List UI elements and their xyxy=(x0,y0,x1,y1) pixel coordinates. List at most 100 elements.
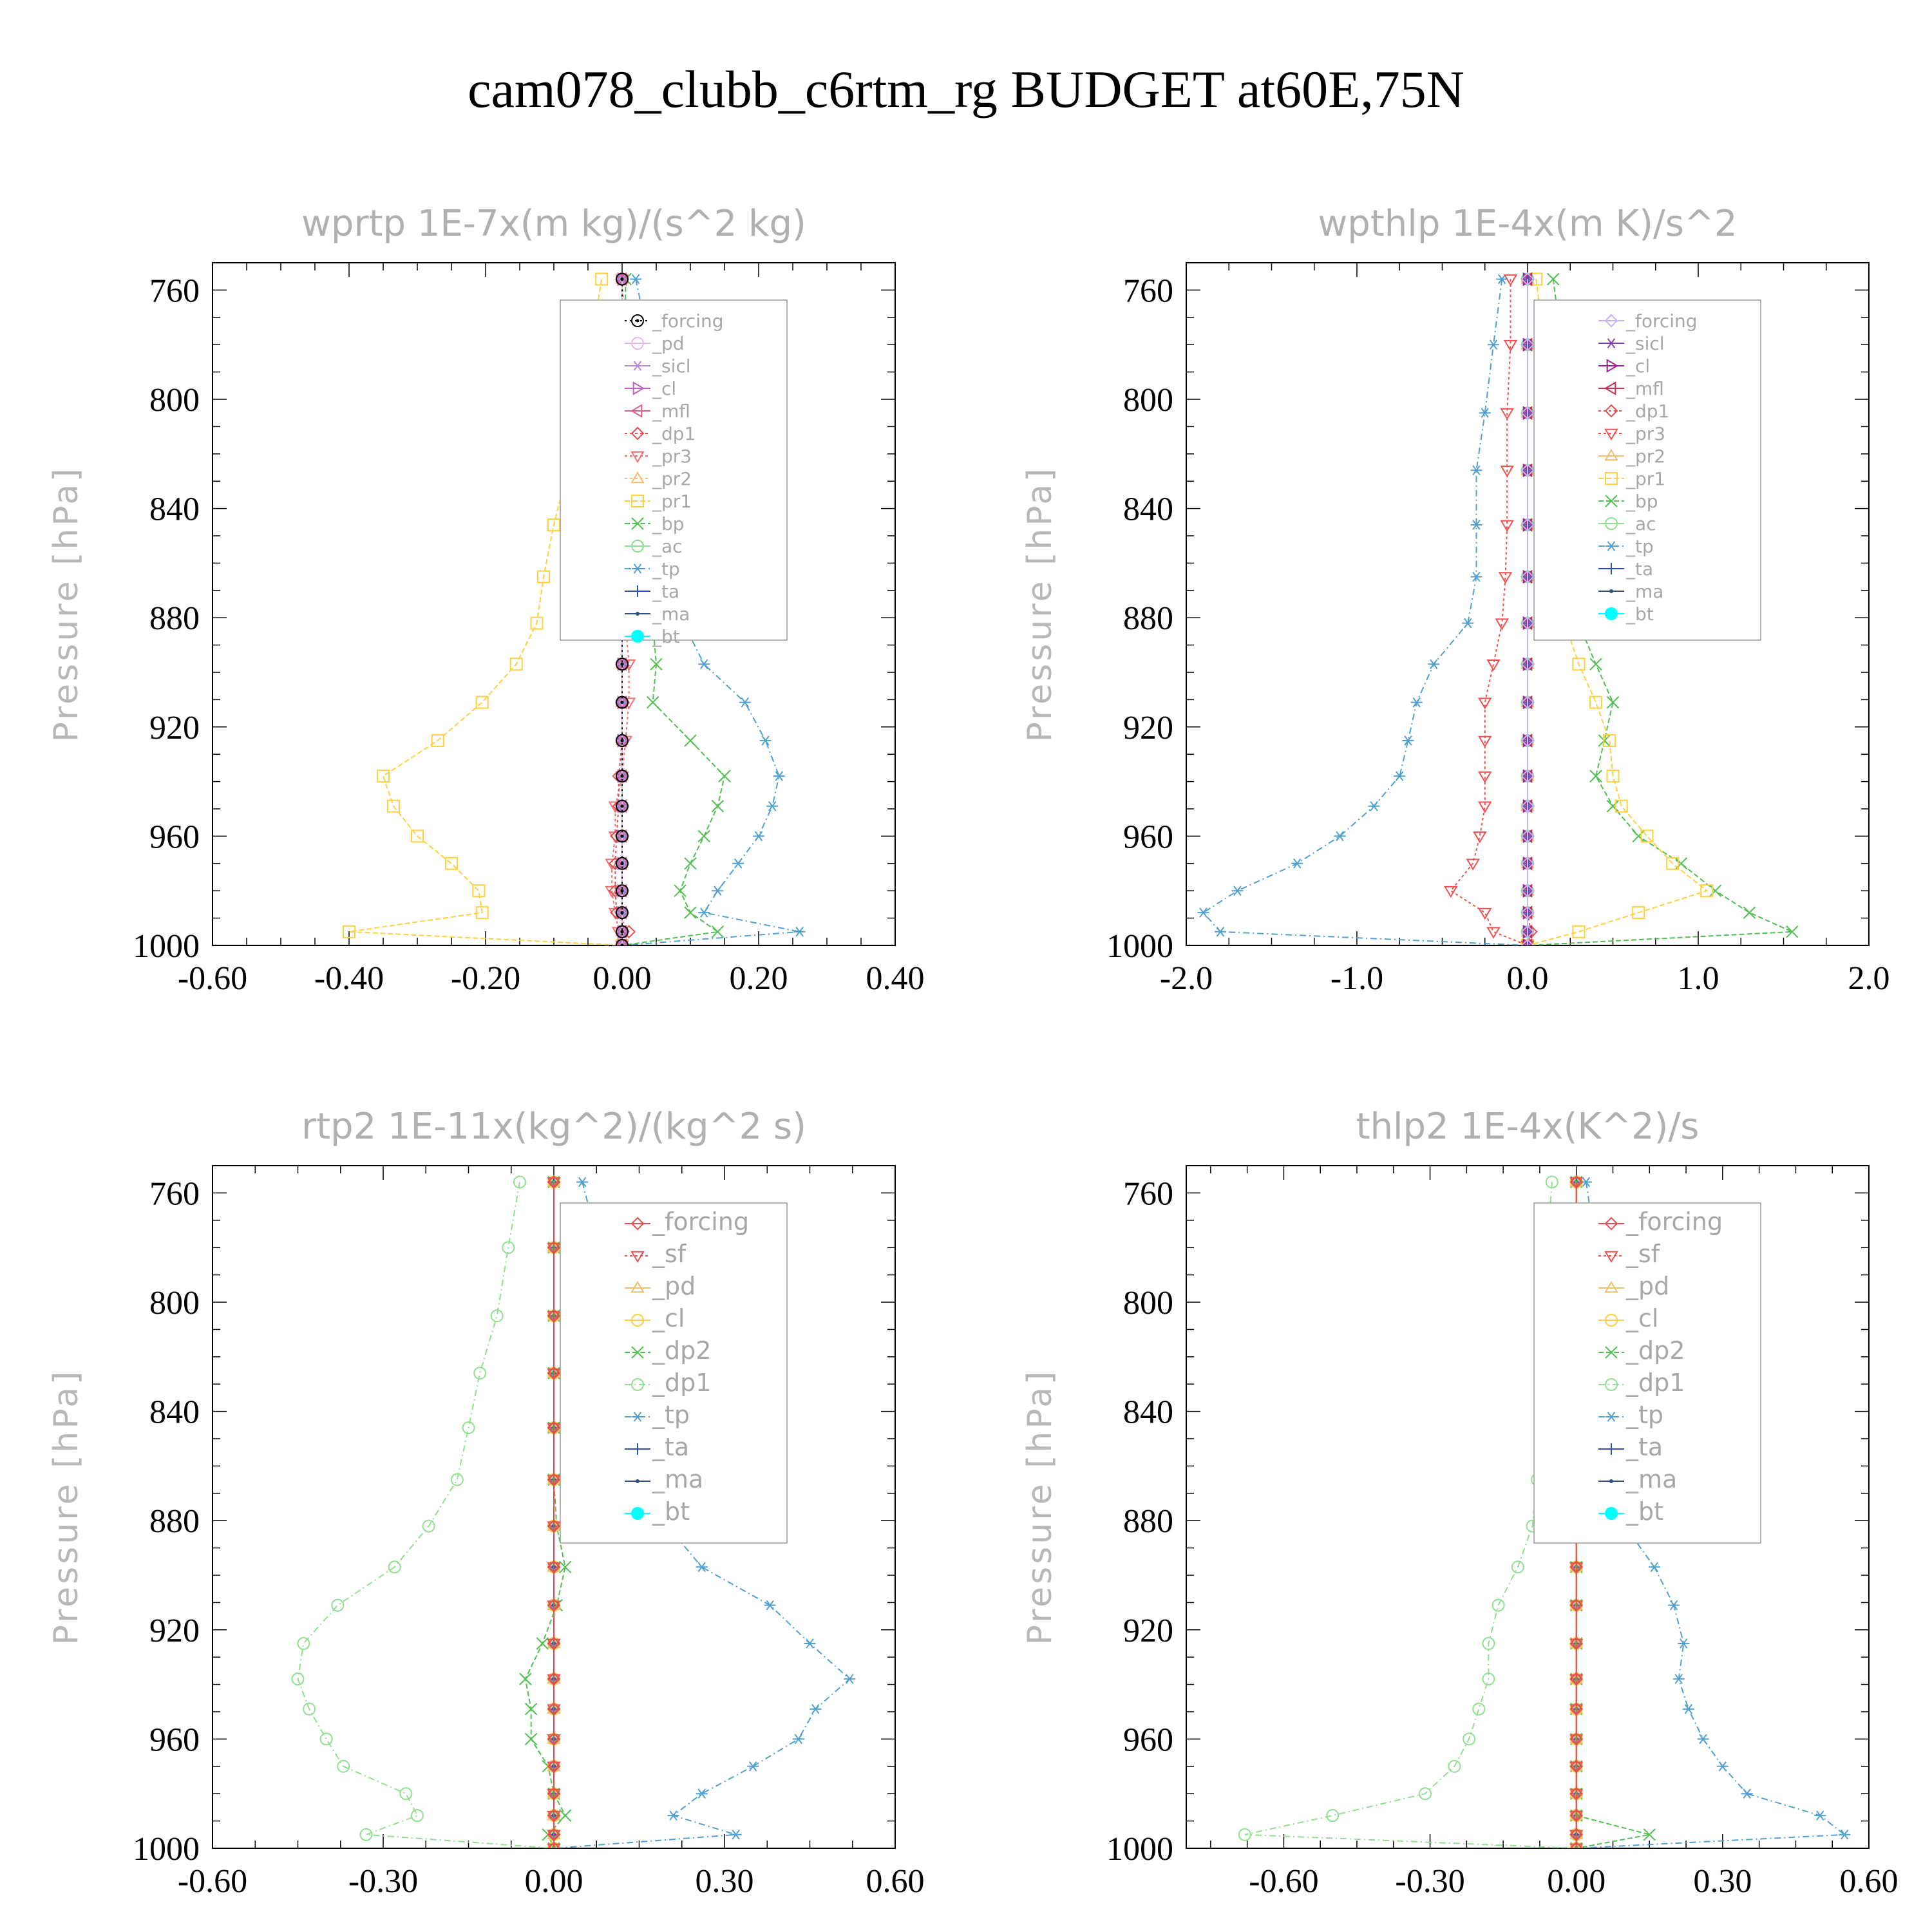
legend-marker xyxy=(1605,495,1618,507)
data-point-dp1 xyxy=(1463,1732,1476,1746)
data-point-dp1 xyxy=(359,1828,373,1841)
data-point-pr1 xyxy=(1615,799,1628,813)
x-tick-label: 0.40 xyxy=(866,960,925,997)
legend-entry-bp: _bp xyxy=(1598,491,1658,512)
data-point-dp1 xyxy=(331,1598,345,1612)
data-point-forcing xyxy=(547,1519,561,1533)
data-point-dp1 xyxy=(291,1672,305,1686)
data-point-tp xyxy=(804,1638,816,1649)
data-point-pr1 xyxy=(530,616,544,630)
data-point-forcing xyxy=(1520,857,1535,871)
data-point-forcing xyxy=(1520,799,1535,813)
data-point-pr3 xyxy=(1500,408,1514,421)
data-point-dp1 xyxy=(462,1421,475,1435)
legend-marker xyxy=(631,314,644,327)
y-tick-label: 1000 xyxy=(1106,1831,1173,1868)
series-forcing xyxy=(547,1175,561,1848)
x-tick-label: 0.20 xyxy=(730,960,788,997)
legend-marker xyxy=(631,540,644,553)
data-point-dp1 xyxy=(1238,1828,1251,1841)
data-point-dp1 xyxy=(319,1732,333,1746)
data-point-forcing xyxy=(1520,657,1535,671)
legend-label: _bt xyxy=(1625,603,1654,625)
x-tick-label: -0.60 xyxy=(1249,1863,1318,1900)
legend-label: _pr3 xyxy=(652,446,692,467)
data-point-tp xyxy=(792,1734,804,1745)
series-cl xyxy=(1522,272,1535,945)
series-line-bp xyxy=(1527,279,1793,945)
chart-panel-2: wpthlp 1E-4x(m K)/s^2 Pressure [hPa] 760 80… xyxy=(1021,203,1890,997)
data-point-forcing xyxy=(1569,1786,1584,1801)
legend-entry-mfl: _mfl xyxy=(1598,378,1664,399)
data-point-dp1 xyxy=(399,1787,413,1801)
data-point-forcing xyxy=(547,1240,561,1255)
data-point-pr3 xyxy=(1478,697,1492,710)
data-point-pr3 xyxy=(1503,274,1518,287)
panel-title: wpthlp 1E-4x(m K)/s^2 xyxy=(1318,203,1737,245)
data-point-pr1 xyxy=(509,658,523,671)
data-point-forcing xyxy=(547,1309,561,1323)
data-point-tp xyxy=(1682,1703,1694,1714)
data-point-forcing-center xyxy=(620,834,624,838)
y-tick-label: 920 xyxy=(149,1613,200,1649)
series-tp xyxy=(1197,274,1533,945)
legend-label: _sicl xyxy=(652,355,691,377)
data-point-pr1 xyxy=(1603,734,1616,747)
data-point-bp xyxy=(684,857,697,870)
y-axis-label: Pressure [hPa] xyxy=(1021,466,1059,743)
series-line-dp1 xyxy=(1244,1182,1577,1848)
y-tick-label: 800 xyxy=(1123,1285,1173,1321)
data-point-pr1 xyxy=(1572,925,1586,938)
data-point-bp xyxy=(650,658,663,670)
data-point-pr1 xyxy=(1632,906,1645,920)
data-point-pr1 xyxy=(411,829,424,843)
data-point-pr3 xyxy=(1500,465,1514,478)
legend-entry-ma: _ma xyxy=(625,1465,703,1493)
data-point-forcing xyxy=(1569,1808,1584,1823)
legend-label: _ma xyxy=(652,603,690,625)
legend-label: _sf xyxy=(1625,1240,1661,1268)
legend-box xyxy=(560,299,788,641)
data-point-pr3 xyxy=(1466,858,1480,871)
data-point-forcing-center xyxy=(620,739,624,743)
data-point-tp xyxy=(1231,886,1244,896)
x-tick-label: 0.60 xyxy=(866,1863,925,1900)
data-point-tp xyxy=(667,1810,679,1821)
data-point-forcing xyxy=(1520,570,1535,584)
data-point-pr3 xyxy=(1498,572,1513,584)
legend-marker xyxy=(1605,1507,1618,1520)
data-point-bp xyxy=(1632,829,1645,843)
data-point-forcing xyxy=(1520,406,1535,420)
y-axis-label: Pressure [hPa] xyxy=(47,466,86,743)
y-tick-label: 760 xyxy=(1123,1175,1173,1212)
legend-entry-ta: _ta xyxy=(625,1433,689,1461)
legend-label: _mfl xyxy=(1625,378,1664,399)
series-mfl xyxy=(1520,272,1533,945)
data-point-dp1 xyxy=(388,1560,401,1574)
legend-entry-ma: _ma xyxy=(1598,581,1663,602)
data-point-tp xyxy=(753,831,764,842)
legend-entry-dp1: _dp1 xyxy=(1598,401,1669,422)
data-point-pr2 xyxy=(618,938,627,945)
legend-marker xyxy=(632,381,645,395)
data-point-pr1 xyxy=(475,696,489,709)
legend-entry-dp2: _dp2 xyxy=(1598,1336,1685,1365)
data-point-tp xyxy=(766,800,779,811)
data-point-dp1 xyxy=(1448,1759,1461,1773)
data-point-forcing xyxy=(1520,337,1535,352)
y-tick-label: 880 xyxy=(1123,600,1173,637)
data-point-dp2 xyxy=(558,1560,572,1573)
legend-marker xyxy=(631,1314,644,1327)
legend-marker xyxy=(1605,1378,1618,1391)
data-point-dp1 xyxy=(297,1637,310,1650)
legend-entry-pr2: _pr2 xyxy=(625,468,692,489)
data-point-forcing-center xyxy=(620,911,624,914)
legend-marker xyxy=(631,1346,644,1359)
data-point-dp2 xyxy=(524,1703,538,1716)
data-point-tp xyxy=(1716,1761,1728,1772)
y-tick-label: 920 xyxy=(1123,1613,1173,1649)
data-point-tp xyxy=(1470,571,1482,582)
data-point-forcing xyxy=(1569,1702,1584,1716)
data-point-pr1 xyxy=(1700,884,1714,898)
